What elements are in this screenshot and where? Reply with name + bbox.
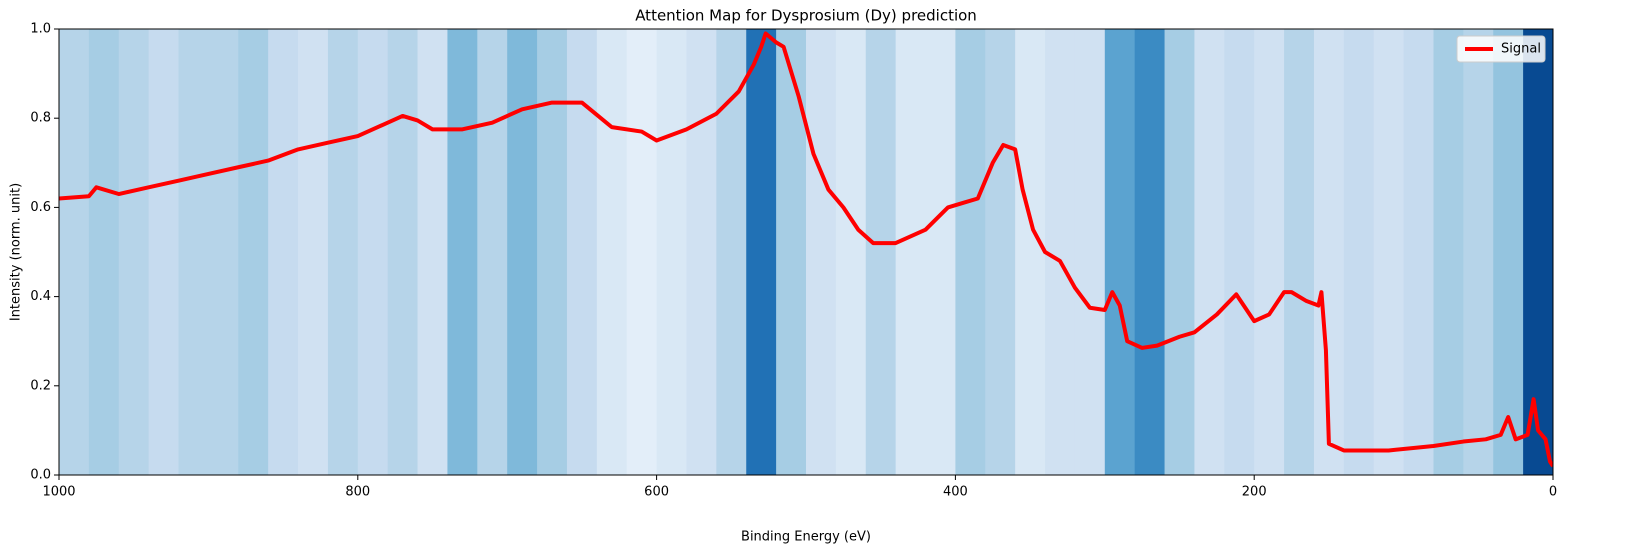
attention-stripe	[1104, 29, 1136, 475]
attention-stripe	[656, 29, 687, 475]
x-tick-label: 800	[345, 485, 370, 500]
y-tick-label: 1.0	[30, 22, 51, 37]
attention-stripe	[447, 29, 478, 475]
attention-stripe	[268, 29, 299, 475]
y-tick-label: 0.8	[30, 111, 51, 126]
attention-stripe	[387, 29, 419, 475]
x-tick-label: 1000	[42, 485, 75, 500]
legend-box	[1456, 35, 1546, 63]
attention-stripe	[1523, 29, 1554, 475]
attention-stripe	[1015, 29, 1046, 475]
attention-stripe	[955, 29, 986, 475]
legend-label: Signal	[1501, 42, 1541, 57]
y-tick-label: 0.2	[30, 378, 51, 393]
attention-stripe	[118, 29, 150, 475]
attention-stripe	[1343, 29, 1375, 475]
attention-stripe	[925, 29, 956, 475]
x-tick-label: 600	[644, 485, 669, 500]
chart-title: Attention Map for Dysprosium (Dy) predic…	[635, 7, 977, 25]
attention-stripe	[716, 29, 747, 475]
attention-stripe	[148, 29, 180, 475]
attention-stripe	[1164, 29, 1195, 475]
attention-stripe	[1254, 29, 1285, 475]
attention-stripe	[806, 29, 837, 475]
attention-stripe	[507, 29, 538, 475]
attention-stripe	[566, 29, 598, 475]
x-axis-label: Binding Energy (eV)	[741, 530, 871, 545]
attention-stripe	[686, 29, 717, 475]
attention-stripe	[746, 29, 777, 475]
y-tick-label: 0.4	[30, 289, 51, 304]
plot-frame	[58, 28, 1554, 476]
attention-stripe	[1493, 29, 1524, 475]
signal-line	[59, 31, 1553, 468]
attention-stripe	[59, 29, 90, 475]
attention-stripe	[298, 29, 329, 475]
attention-stripe	[327, 29, 359, 475]
attention-stripe	[178, 29, 209, 475]
attention-stripe	[477, 29, 508, 475]
attention-stripe	[1284, 29, 1315, 475]
x-tick-label: 200	[1242, 485, 1267, 500]
attention-stripe	[1463, 29, 1494, 475]
x-tick-label: 400	[943, 485, 968, 500]
attention-stripe	[537, 29, 568, 475]
attention-stripe	[895, 29, 927, 475]
attention-stripe	[1134, 29, 1166, 475]
attention-stripe	[1433, 29, 1464, 475]
attention-stripe	[1194, 29, 1225, 475]
attention-stripe	[417, 29, 448, 475]
attention-stripe	[1045, 29, 1076, 475]
attention-stripe	[1224, 29, 1255, 475]
y-tick-label: 0.0	[30, 468, 51, 483]
attention-stripe	[865, 29, 897, 475]
attention-stripe	[1403, 29, 1434, 475]
attention-stripe	[357, 29, 389, 475]
attention-stripe	[1074, 29, 1106, 475]
x-tick-label: 0	[1549, 485, 1557, 500]
attention-stripe	[88, 29, 120, 475]
attention-stripe	[1373, 29, 1405, 475]
attention-stripe	[596, 29, 628, 475]
attention-stripe	[776, 29, 807, 475]
y-axis-label: Intensity (norm. unit)	[9, 183, 24, 321]
attention-stripe	[985, 29, 1016, 475]
attention-stripe	[208, 29, 239, 475]
attention-stripe	[835, 29, 867, 475]
y-tick-label: 0.6	[30, 200, 51, 215]
attention-stripe	[238, 29, 269, 475]
attention-stripe	[626, 29, 658, 475]
